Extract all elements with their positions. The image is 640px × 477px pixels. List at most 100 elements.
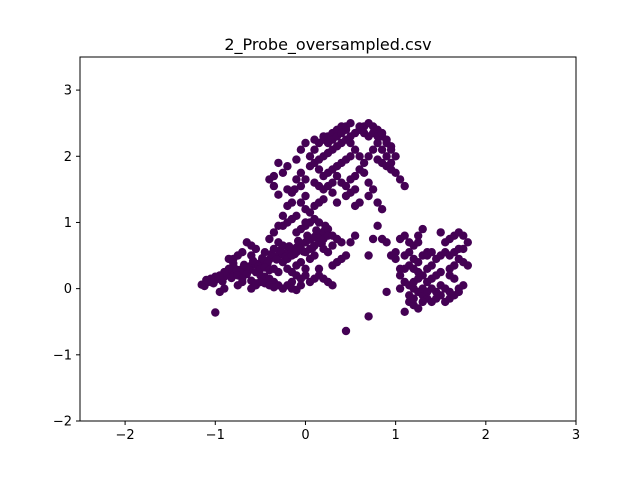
data-point — [238, 274, 247, 283]
data-point — [215, 287, 224, 297]
data-point — [377, 145, 387, 154]
chart-title: 2_Probe_oversampled.csv — [224, 35, 431, 55]
data-point — [239, 260, 249, 269]
data-point — [296, 198, 306, 207]
data-point — [332, 198, 342, 207]
data-point — [364, 312, 373, 321]
data-point — [269, 181, 279, 191]
data-point — [459, 231, 468, 240]
data-point — [247, 241, 256, 250]
data-point — [233, 281, 242, 290]
data-point — [328, 281, 337, 290]
x-tick-label: −1 — [206, 428, 225, 443]
data-point — [355, 122, 364, 131]
data-point — [310, 145, 319, 154]
data-point — [283, 162, 292, 171]
data-point — [418, 224, 427, 234]
data-point — [328, 178, 337, 187]
data-point — [321, 221, 330, 230]
data-point — [454, 284, 463, 293]
data-point — [373, 198, 382, 207]
data-point — [296, 145, 306, 154]
data-point — [459, 244, 468, 254]
data-point — [441, 238, 450, 247]
data-point — [350, 231, 360, 240]
data-point — [278, 221, 288, 230]
data-point — [278, 284, 288, 293]
data-point — [227, 273, 236, 283]
data-point — [247, 251, 256, 260]
data-point — [463, 261, 472, 270]
data-point — [269, 283, 279, 292]
data-point — [395, 284, 405, 293]
data-point — [328, 188, 337, 197]
data-point — [337, 128, 346, 138]
data-point — [323, 248, 333, 257]
data-point — [395, 264, 405, 273]
data-point — [414, 258, 423, 267]
data-point — [346, 238, 355, 247]
y-tick-label: −1 — [53, 348, 72, 363]
data-point — [274, 158, 283, 168]
data-point — [364, 152, 373, 161]
data-point — [314, 165, 324, 174]
plot-frame — [79, 56, 577, 422]
data-point — [386, 142, 396, 151]
data-point — [278, 211, 288, 220]
data-point — [310, 135, 319, 144]
data-point — [382, 238, 391, 247]
data-point — [287, 198, 297, 207]
data-point — [346, 119, 355, 128]
data-point — [301, 138, 310, 148]
data-point — [463, 238, 472, 247]
data-point — [414, 238, 423, 247]
data-point — [305, 152, 315, 161]
data-point — [301, 264, 310, 273]
data-point — [328, 241, 337, 250]
data-point — [445, 271, 454, 280]
y-tick-label: 3 — [64, 84, 72, 99]
data-point — [314, 218, 324, 227]
data-point — [296, 258, 306, 267]
data-point — [292, 155, 301, 164]
x-tick-label: 0 — [301, 428, 309, 443]
data-point — [368, 234, 378, 244]
data-point — [314, 271, 324, 280]
axes-layer: −2 −1 0 1 2 3 −2 −1 0 1 2 3 — [53, 56, 580, 443]
data-point — [405, 248, 414, 257]
data-point — [423, 287, 432, 297]
data-point — [341, 181, 351, 191]
data-point — [319, 195, 328, 204]
points-layer — [197, 119, 472, 336]
data-point — [391, 248, 400, 257]
data-point — [382, 135, 391, 144]
data-point — [229, 254, 238, 264]
data-point — [400, 231, 409, 240]
data-point — [364, 251, 373, 260]
data-point — [436, 267, 445, 277]
data-point — [377, 128, 387, 138]
data-point — [359, 168, 369, 177]
data-point — [341, 326, 351, 336]
x-tick-label: 3 — [572, 428, 580, 443]
data-point — [296, 281, 306, 290]
data-point — [285, 242, 294, 251]
data-point — [391, 152, 400, 161]
data-point — [301, 271, 310, 280]
data-point — [269, 228, 279, 237]
data-point — [272, 255, 281, 264]
x-tick-label: 1 — [391, 428, 399, 443]
data-point — [377, 205, 387, 214]
data-point — [409, 294, 418, 303]
data-point — [391, 168, 400, 177]
y-tick-label: 1 — [64, 216, 72, 231]
data-point — [400, 181, 409, 191]
y-tick-label: −2 — [53, 415, 72, 430]
data-point — [355, 152, 364, 161]
data-point — [202, 275, 211, 285]
data-point — [436, 228, 445, 237]
data-point — [287, 277, 297, 287]
data-point — [296, 181, 306, 191]
data-point — [395, 175, 405, 184]
